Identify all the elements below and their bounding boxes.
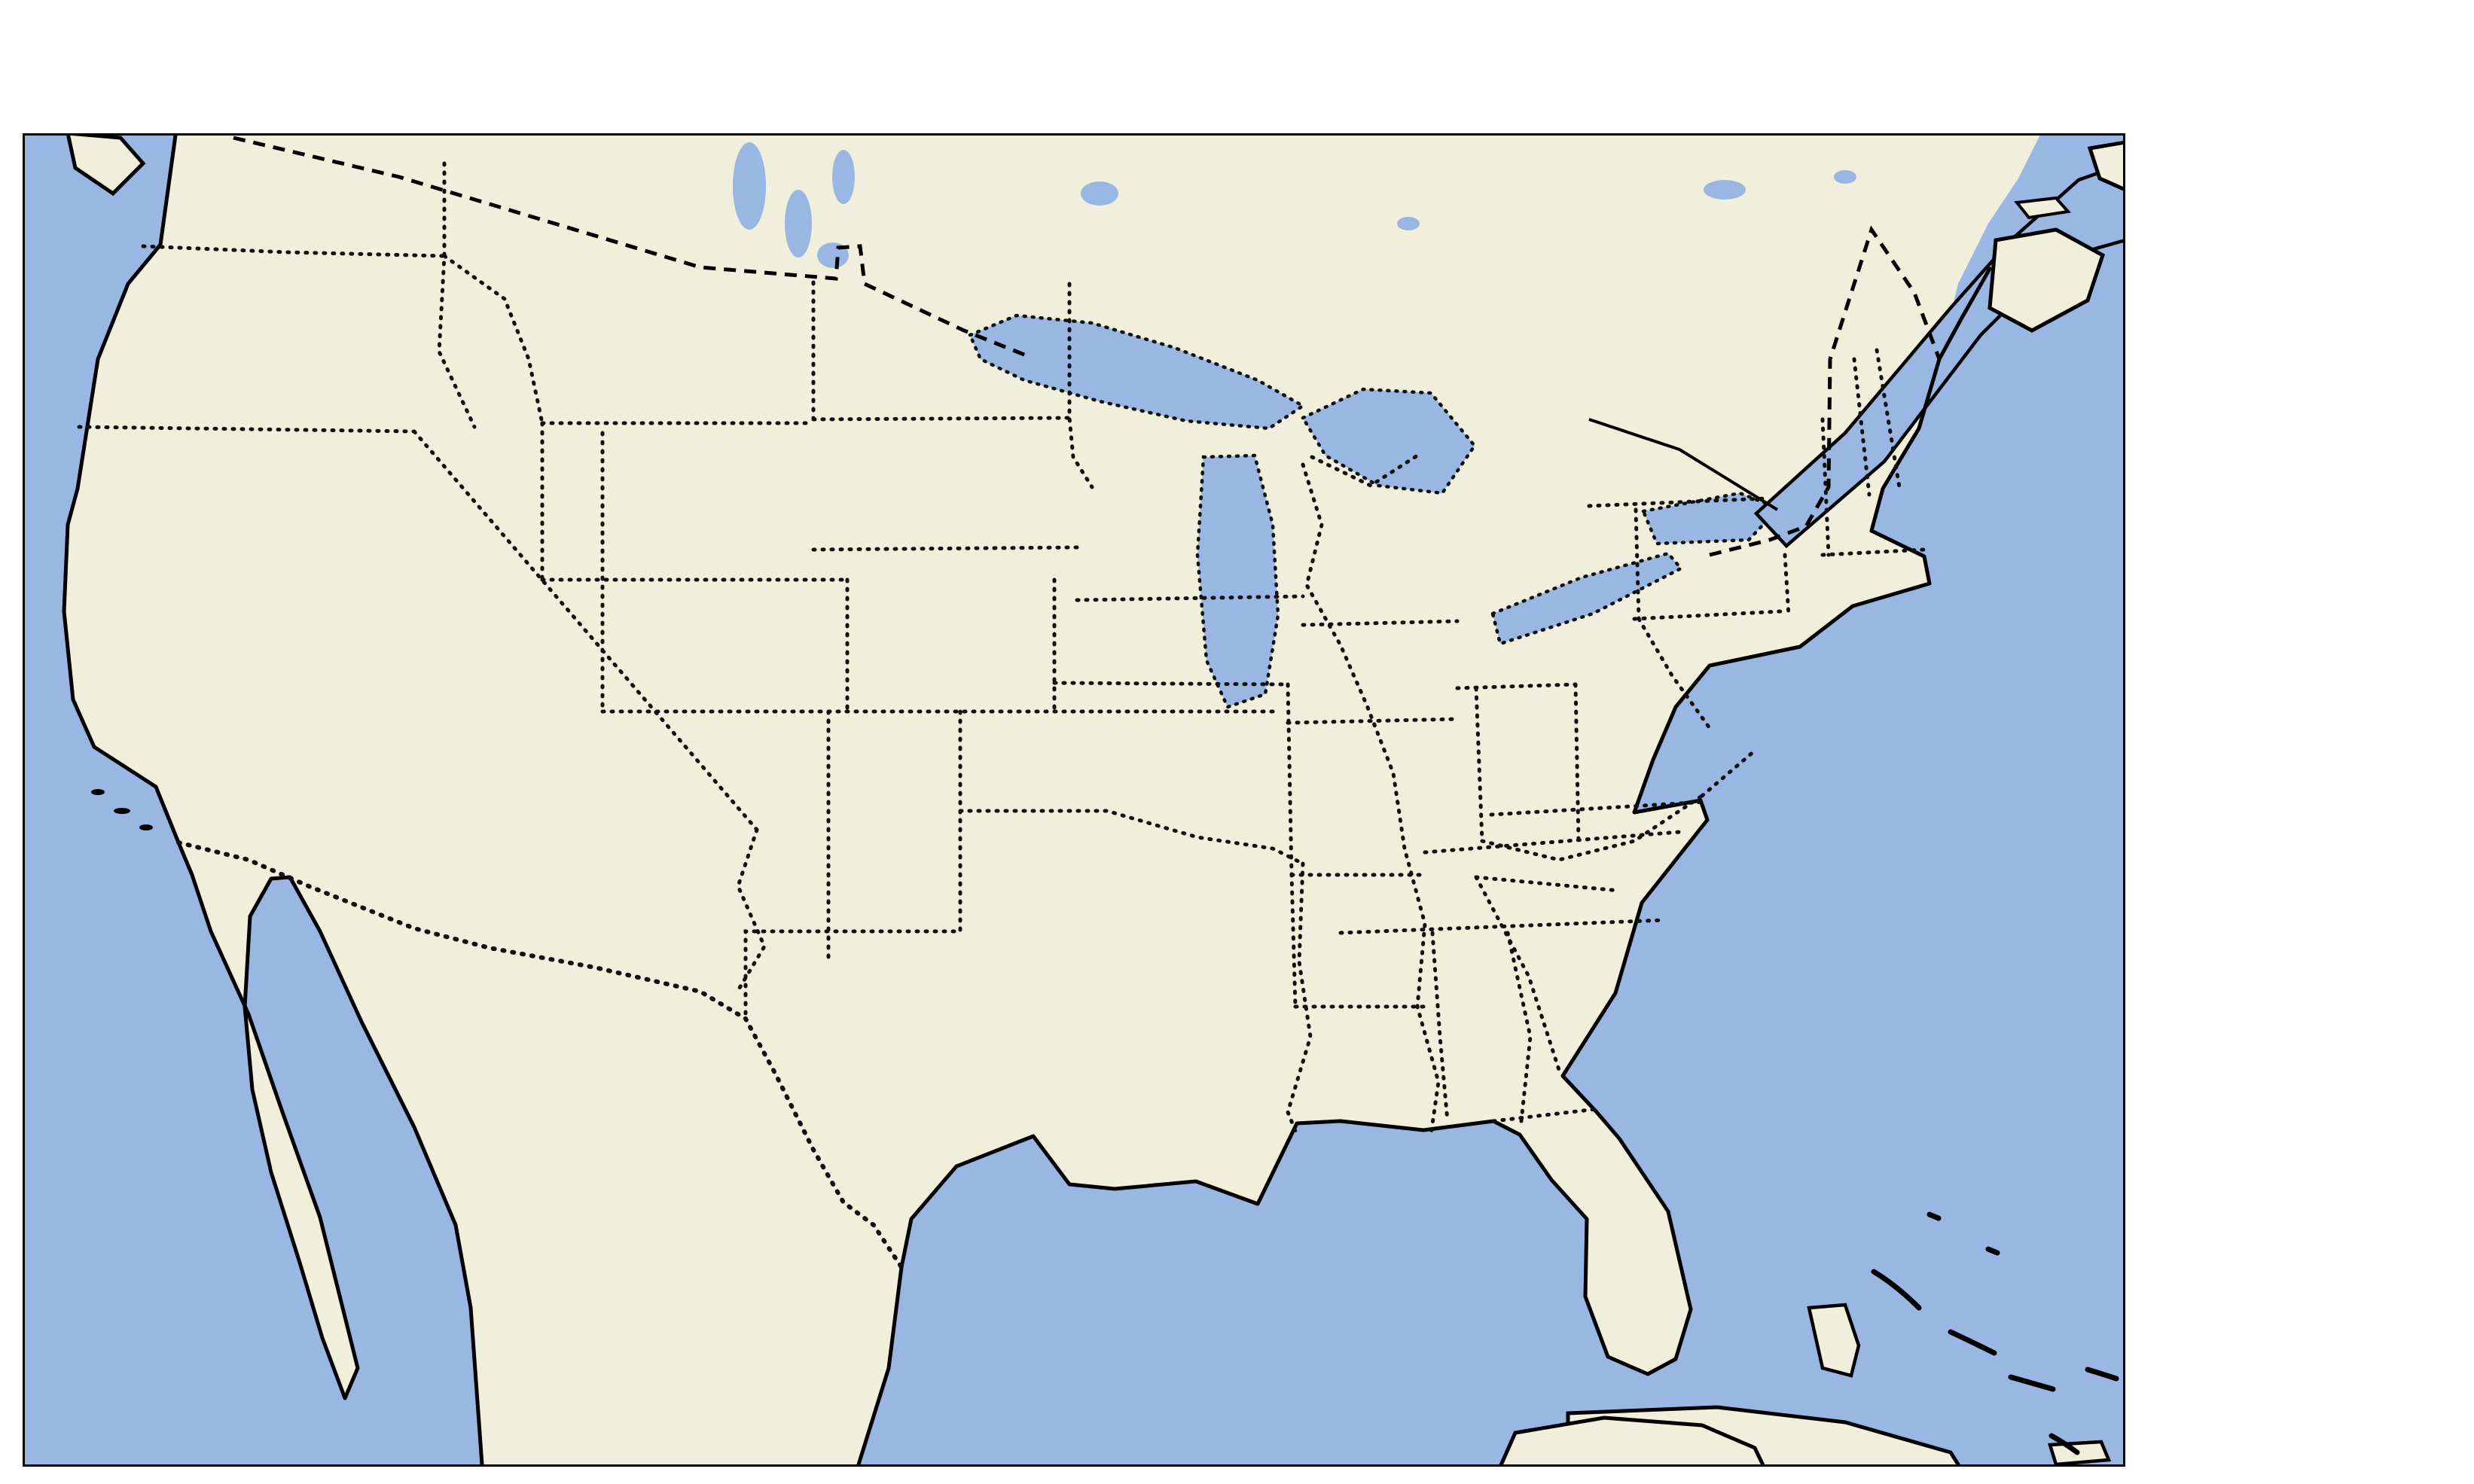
lake-manitoba <box>785 190 812 257</box>
nova-scotia <box>1987 227 2106 333</box>
bahamas-islet <box>2008 1374 2056 1392</box>
andros-island <box>1807 1303 1861 1378</box>
lake-winnipegosis <box>832 150 855 204</box>
great-lakes <box>968 313 1782 709</box>
ottawa-river <box>1588 418 1779 511</box>
lake-winnipeg <box>733 142 766 230</box>
ontario-lake-small <box>1397 217 1420 230</box>
coastlines <box>62 133 1992 1467</box>
bahamas-islet <box>1871 1269 1922 1311</box>
newfoundland-corner <box>2087 140 2125 192</box>
canada-lakes <box>733 142 1856 268</box>
north-america-landmass <box>64 133 2041 1467</box>
colorbar-panel <box>2244 211 2474 1325</box>
conus-rpss-map <box>23 133 2125 1467</box>
rpss-colorbar <box>2244 211 2474 1325</box>
bahamas-islet <box>2085 1367 2119 1382</box>
channel-island <box>114 808 130 814</box>
pacific-mexico-coastline <box>62 133 484 1467</box>
bahamas-island-chain <box>1871 1211 2119 1455</box>
lake-nipigon <box>1081 181 1118 206</box>
state-borders <box>77 161 1926 1137</box>
map-panel <box>23 133 2125 1467</box>
channel-island <box>91 789 105 795</box>
bahamas-islet <box>1985 1246 2000 1256</box>
channel-island <box>139 824 153 830</box>
vancouver-island <box>66 133 146 197</box>
us-mexico-border <box>176 840 904 1269</box>
lake-erie <box>1490 551 1684 646</box>
quebec-lake-2 <box>1834 170 1856 184</box>
channel-islands <box>91 789 153 830</box>
yucatan <box>1498 1415 1766 1467</box>
us-canada-border <box>233 136 1942 557</box>
quebec-lake-1 <box>1704 180 1746 200</box>
lake-ontario <box>1640 491 1782 546</box>
gulf-atlantic-coastline <box>856 267 1992 1467</box>
bahamas-islet <box>1948 1329 1997 1356</box>
lake-superior <box>968 313 1307 431</box>
lake-michigan <box>1195 453 1280 709</box>
map-frame <box>23 133 2125 1467</box>
bahamas-islet <box>1926 1211 1942 1221</box>
prince-edward-island <box>2014 196 2071 220</box>
bahamas-islet <box>2048 1433 2080 1455</box>
lake-huron <box>1300 387 1477 495</box>
